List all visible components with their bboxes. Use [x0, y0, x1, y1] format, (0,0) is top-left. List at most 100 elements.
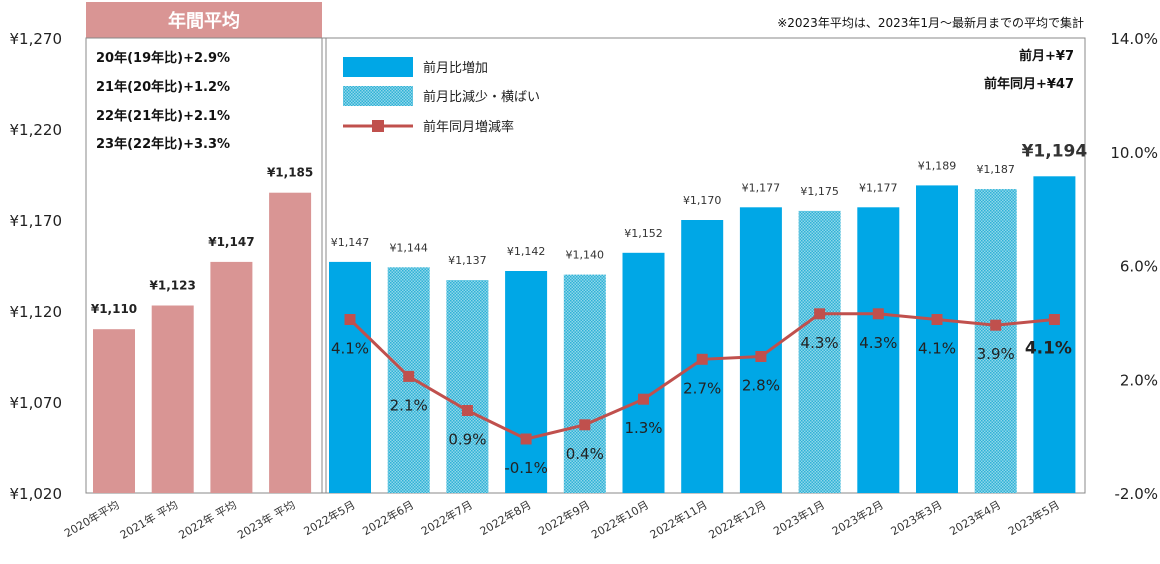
yoy-point: [520, 433, 532, 445]
x-tick-label: 2022年12月: [706, 497, 768, 541]
bar: [857, 207, 900, 494]
yoy-value-label: 4.1%: [331, 340, 369, 358]
bar-value-label: ¥1,142: [507, 245, 546, 258]
yoy-point: [344, 314, 356, 325]
legend-label-decrease: 前月比減少・横ばい: [423, 89, 540, 105]
y-right-tick-label: 6.0%: [1120, 258, 1158, 276]
y-left-tick-label: ¥1,070: [10, 394, 63, 412]
y-left-tick-label: ¥1,170: [10, 212, 63, 230]
bar-value-label: ¥1,152: [624, 227, 663, 240]
bar-value-label: ¥1,147: [331, 236, 370, 249]
bar: [210, 261, 253, 493]
yoy-point: [403, 370, 415, 382]
x-tick-label: 2023年5月: [1006, 497, 1062, 538]
yoy-value-label: 2.7%: [683, 379, 721, 397]
x-tick-label: 2022年5月: [301, 497, 357, 538]
yoy-value-label: 0.9%: [448, 431, 486, 449]
yoy-point: [814, 308, 826, 320]
bar-value-label: ¥1,187: [976, 163, 1015, 176]
bar: [505, 271, 548, 493]
legend-swatch-decrease: [343, 86, 413, 106]
bar-value-label: ¥1,185: [267, 166, 313, 180]
legend-marker-yoy: [372, 120, 384, 132]
annual-summary-line: 21年(20年比)+1.2%: [96, 79, 230, 95]
bar-value-label: ¥1,175: [800, 185, 839, 198]
bar-value-label: ¥1,177: [859, 181, 898, 194]
yoy-point: [755, 351, 767, 362]
yoy-point: [990, 319, 1002, 331]
yoy-point: [638, 393, 649, 405]
x-tick-label: 2022年6月: [360, 497, 416, 538]
legend-label-yoy: 前年同月増減率: [423, 119, 514, 135]
bar: [974, 189, 1017, 493]
bar: [93, 329, 135, 493]
annual-summary-line: 22年(21年比)+2.1%: [96, 108, 230, 124]
yoy-value-label: 2.8%: [742, 377, 780, 395]
y-left-tick-label: ¥1,220: [10, 121, 63, 139]
y-right-tick-label: 14.0%: [1110, 30, 1158, 48]
bar-series: ¥1,110 ¥1,123 ¥1,147 ¥1,185 ¥1,147 ¥1,144 ¥1,1…: [91, 141, 1088, 494]
annual-panel-title: 年間平均: [168, 10, 240, 32]
bar-value-label: ¥1,147: [208, 235, 254, 249]
bar: [916, 185, 958, 493]
bar-value-label: ¥1,144: [389, 241, 428, 254]
legend-swatch-increase: [343, 57, 413, 77]
bar-value-label: ¥1,189: [918, 159, 957, 172]
yoy-series: 4.1% 2.1% 0.9% -0.1% 0.4% 1.3% 2.7% 2.8% 4.3% 4.3…: [331, 308, 1072, 477]
x-tick-label: 2023年 平均: [235, 497, 298, 541]
legend-label-increase: 前月比増加: [423, 60, 488, 76]
bar: [151, 305, 194, 493]
bar: [329, 261, 371, 493]
x-tick-label: 2022年 平均: [176, 497, 239, 541]
bar: [563, 274, 606, 493]
annual-summary-line: 23年(22年比)+3.3%: [96, 136, 230, 152]
yoy-value-label: 2.1%: [390, 396, 428, 414]
x-tick-label: 2021年 平均: [117, 497, 180, 541]
yoy-point: [461, 405, 473, 416]
y-left-tick-label: ¥1,120: [10, 303, 63, 321]
x-tick-label: 2023年4月: [947, 497, 1003, 538]
x-tick-label: 2022年8月: [477, 497, 533, 538]
bar-value-label: ¥1,140: [566, 249, 605, 262]
x-tick-label: 2023年2月: [829, 497, 885, 538]
y-right-tick-label: -2.0%: [1114, 485, 1158, 503]
corner-note-mom: 前月+¥7: [1019, 48, 1074, 64]
x-tick-label: 2023年3月: [888, 497, 944, 538]
x-tick-label: 2022年11月: [647, 497, 709, 541]
yoy-value-label: 1.3%: [624, 419, 662, 437]
yoy-value-label: 4.3%: [801, 334, 839, 352]
yoy-value-label: -0.1%: [504, 459, 548, 477]
bar: [739, 207, 782, 494]
x-tick-label: 2022年7月: [419, 497, 475, 538]
yoy-value-label: 0.4%: [566, 445, 604, 463]
corner-note-yoy: 前年同月+¥47: [984, 76, 1074, 92]
y-right-tick-label: 2.0%: [1120, 371, 1158, 389]
yoy-point: [872, 308, 884, 320]
y-left-tick-label: ¥1,020: [10, 485, 63, 503]
x-tick-label: 2023年1月: [771, 497, 827, 538]
x-tick-label: 2022年9月: [536, 497, 592, 538]
y-left-tick-label: ¥1,270: [10, 30, 63, 48]
average-note: ※2023年平均は、2023年1月～最新月までの平均で集計: [777, 15, 1084, 30]
bar: [446, 280, 489, 493]
yoy-value-label: 4.1%: [1025, 339, 1072, 359]
annual-summary-line: 20年(19年比)+2.9%: [96, 50, 230, 66]
yoy-value-label: 3.9%: [977, 345, 1015, 363]
yoy-value-label: 4.3%: [859, 334, 897, 352]
x-tick-label: 2020年平均: [62, 497, 122, 540]
bar-value-label: ¥1,110: [91, 302, 137, 316]
bar: [798, 210, 841, 493]
bar-value-label: ¥1,170: [683, 194, 722, 207]
x-tick-label: 2022年10月: [589, 497, 651, 541]
yoy-point: [579, 419, 591, 431]
yoy-value-label: 4.1%: [918, 340, 956, 358]
bar-value-label: ¥1,194: [1022, 141, 1088, 161]
bar-value-label: ¥1,137: [448, 254, 487, 267]
bar: [269, 192, 312, 493]
bar-value-label: ¥1,177: [742, 181, 781, 194]
yoy-point: [931, 314, 943, 325]
bar-value-label: ¥1,123: [150, 279, 196, 293]
y-right-tick-label: 10.0%: [1110, 144, 1158, 162]
